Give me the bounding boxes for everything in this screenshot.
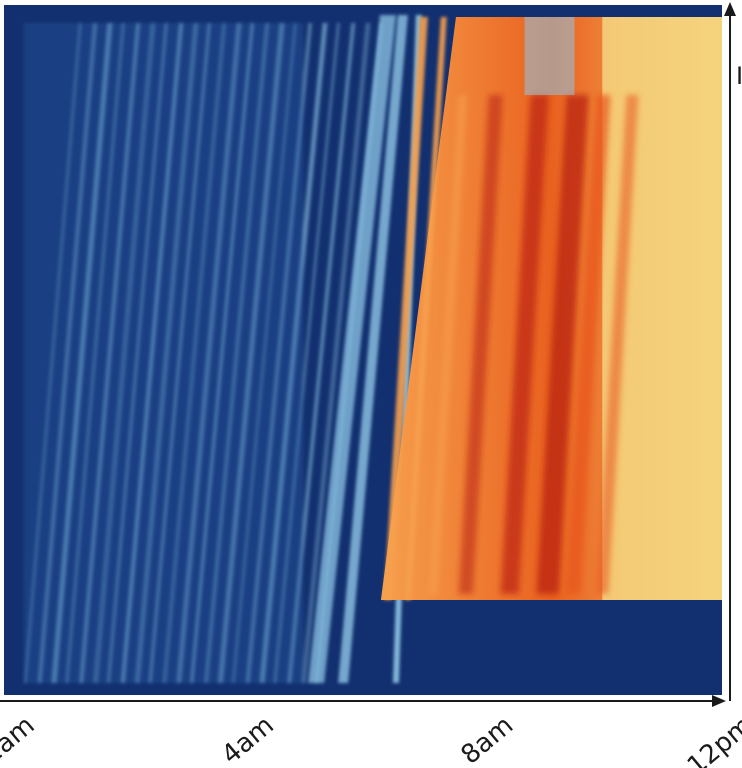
x-tick-label: 4am <box>216 710 280 768</box>
warm-streak <box>596 95 639 594</box>
warm-edge-streaks <box>383 17 447 600</box>
warm-streak <box>566 95 611 594</box>
streak-band-wash <box>23 23 304 683</box>
bright-streak <box>338 15 408 683</box>
diagonal-streak <box>287 23 356 683</box>
x-tick-label: 12am <box>0 710 40 768</box>
warm-streaks <box>428 95 639 594</box>
x-tick-labels: 12am 4am 8am 12pm <box>0 710 742 768</box>
warm-streak <box>458 95 503 594</box>
edge-streak <box>383 17 428 600</box>
y-axis-label-partial: I <box>736 62 742 90</box>
bright-streak <box>308 15 396 683</box>
edge-streak <box>404 17 447 600</box>
x-tick-label: 12pm <box>682 710 742 768</box>
y-axis <box>724 2 736 701</box>
y-axis-arrowhead <box>724 2 736 16</box>
warm-top-gap <box>524 17 575 95</box>
warm-region <box>380 17 722 600</box>
x-axis <box>0 695 726 707</box>
x-axis-arrowhead <box>712 695 726 707</box>
x-tick-label: 8am <box>456 710 520 768</box>
heatmap-plot-area <box>4 5 722 695</box>
warm-streak <box>428 95 467 594</box>
diagonal-streak <box>301 23 371 683</box>
warm-streak <box>536 95 589 594</box>
warm-streak <box>500 95 549 594</box>
